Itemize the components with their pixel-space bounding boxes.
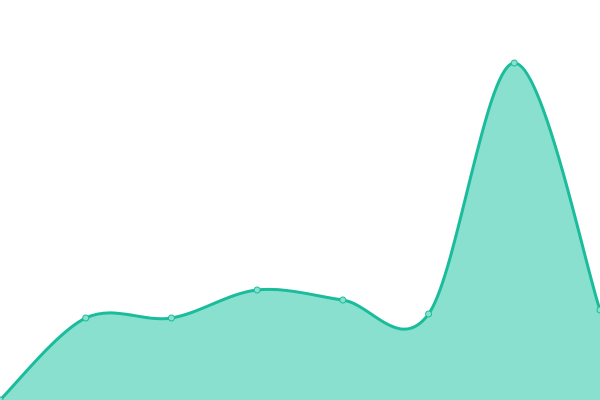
area-fill <box>0 62 600 400</box>
data-point <box>596 306 600 314</box>
data-point <box>167 314 175 322</box>
data-point <box>0 396 4 400</box>
data-points <box>0 59 600 400</box>
data-point <box>82 314 90 322</box>
data-point <box>510 59 518 67</box>
data-point <box>339 296 347 304</box>
data-point <box>253 286 261 294</box>
series-line <box>0 61 600 400</box>
data-point <box>425 310 433 318</box>
